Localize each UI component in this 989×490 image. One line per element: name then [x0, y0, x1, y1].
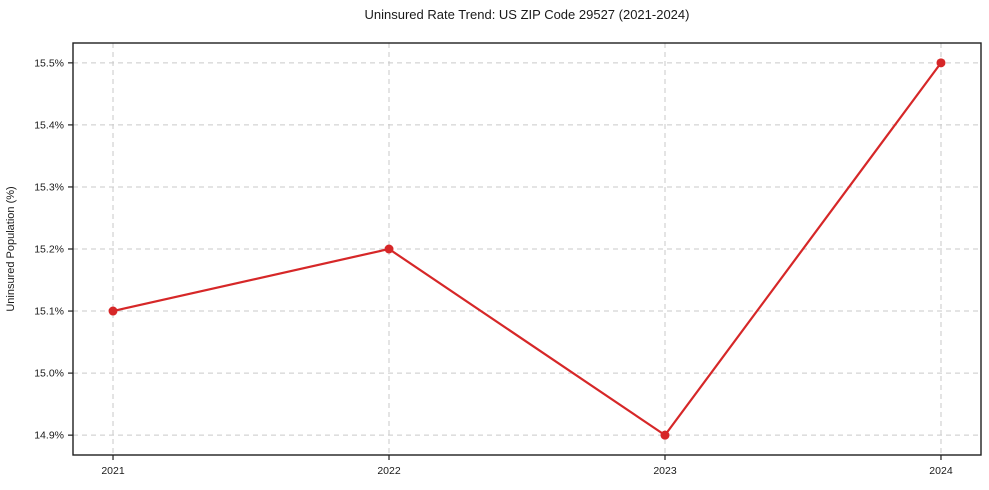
y-axis-label: Uninsured Population (%): [5, 186, 17, 311]
x-tick-label: 2023: [653, 465, 677, 477]
data-point: [660, 430, 670, 440]
data-point: [384, 244, 394, 254]
chart-title: Uninsured Rate Trend: US ZIP Code 29527 …: [365, 7, 690, 22]
x-tick-label: 2021: [101, 465, 125, 477]
y-tick-label: 15.1%: [34, 306, 64, 318]
y-tick-label: 15.3%: [34, 181, 64, 193]
grid-layer: [73, 43, 981, 455]
y-tick-label: 14.9%: [34, 430, 64, 442]
x-tick-label: 2024: [929, 465, 953, 477]
trend-line: [111, 61, 943, 437]
y-tick-label: 15.2%: [34, 244, 64, 256]
y-tick-label: 15.0%: [34, 368, 64, 380]
data-layer: [108, 58, 946, 440]
x-tick-label: 2022: [377, 465, 401, 477]
y-tick-label: 15.5%: [34, 57, 64, 69]
data-point: [936, 58, 946, 68]
y-tick-label: 15.4%: [34, 119, 64, 131]
axis-layer: 14.9% 15.0% 15.1% 15.2% 15.3% 15.4% 15.5% 2021 2…: [34, 42, 982, 477]
data-point: [108, 306, 118, 316]
